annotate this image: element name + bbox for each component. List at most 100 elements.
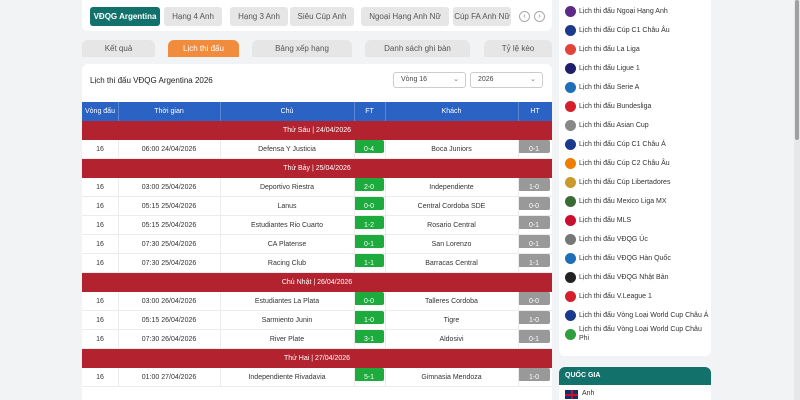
- sidebar-item-label: Lịch thi đấu Asian Cup: [579, 122, 649, 129]
- sidebar-item[interactable]: Lịch thi đấu MLS: [559, 211, 711, 230]
- ft-score-badge[interactable]: 0-1: [354, 235, 384, 248]
- cell-divider: [518, 178, 519, 197]
- sidebar-item[interactable]: Lịch thi đấu La Liga: [559, 40, 711, 59]
- match-row[interactable]: 16 07:30 26/04/2026 River Plate 3-1 Aldosivi…: [82, 330, 552, 349]
- league-tab[interactable]: Cúp FA Anh Nữ: [453, 7, 511, 26]
- league-sidebar: Lịch thi đấu Ngoại Hạng Anh Lịch thi đấu …: [559, 0, 711, 356]
- home-team[interactable]: Deportivo Riestra: [259, 184, 315, 191]
- ft-score-badge[interactable]: 2-0: [354, 178, 384, 191]
- sidebar-item[interactable]: Lịch thi đấu Cúp C1 Châu Á: [559, 135, 711, 154]
- away-team[interactable]: Central Cordoba SDE: [417, 203, 486, 210]
- home-team[interactable]: River Plate: [269, 336, 305, 343]
- ft-score-badge[interactable]: 1-0: [354, 311, 384, 324]
- sidebar-item[interactable]: Lịch thi đấu Vòng Loại World Cup Châu Ph…: [559, 325, 711, 345]
- ft-score-badge[interactable]: 1-2: [354, 216, 384, 229]
- away-team[interactable]: Independiente: [429, 184, 474, 191]
- time-cell: 07:30 26/04/2026: [141, 336, 197, 343]
- round-cell: 16: [96, 260, 104, 267]
- home-team[interactable]: Defensa Y Justicia: [258, 146, 316, 153]
- league-tab[interactable]: Siêu Cúp Anh: [290, 7, 354, 26]
- cell-divider: [518, 330, 519, 349]
- away-team[interactable]: Aldosivi: [439, 336, 464, 343]
- section-tab[interactable]: Tỷ lệ kèo: [484, 40, 552, 57]
- sidebar-item[interactable]: Lịch thi đấu VĐQG Hàn Quốc: [559, 249, 711, 268]
- away-team[interactable]: Tigre: [443, 317, 460, 324]
- away-team[interactable]: Barracas Central: [425, 260, 478, 267]
- sidebar-item[interactable]: Lịch thi đấu Ligue 1: [559, 59, 711, 78]
- cell-divider: [385, 254, 386, 273]
- home-team[interactable]: Sarmiento Junin: [261, 317, 313, 324]
- laliga-icon: [565, 44, 576, 55]
- year-select[interactable]: 2026 ⌄: [470, 72, 543, 88]
- sidebar-item[interactable]: Lịch thi đấu Cúp C1 Châu Âu: [559, 21, 711, 40]
- round-cell: 16: [96, 222, 104, 229]
- sidebar-item[interactable]: Lịch thi đấu Cúp Libertadores: [559, 173, 711, 192]
- away-team[interactable]: Gimnasia Mendoza: [421, 374, 482, 381]
- libertadores-icon: [565, 177, 576, 188]
- sidebar-item[interactable]: Lịch thi đấu Ngoại Hạng Anh: [559, 2, 711, 21]
- cell-divider: [354, 311, 355, 330]
- match-row[interactable]: 16 05:15 25/04/2026 Estudiantes Rio Cuarto…: [82, 216, 552, 235]
- section-tab[interactable]: Danh sách ghi bàn: [365, 40, 470, 57]
- league-tab[interactable]: Ngoại Hạng Anh Nữ: [361, 7, 449, 26]
- chevron-right-icon[interactable]: ›: [534, 11, 545, 22]
- time-cell: 07:30 25/04/2026: [141, 241, 197, 248]
- j-league-icon: [565, 272, 576, 283]
- home-team[interactable]: CA Platense: [267, 241, 307, 248]
- match-row[interactable]: 16 01:00 27/04/2026 Independiente Rivadavi…: [82, 368, 552, 387]
- ht-score-badge: 1-0: [518, 311, 550, 324]
- ft-score-badge[interactable]: 1-1: [354, 254, 384, 267]
- sidebar-item[interactable]: Lịch thi đấu Cúp C2 Châu Âu: [559, 154, 711, 173]
- sidebar-item[interactable]: Lịch thi đấu Serie A: [559, 78, 711, 97]
- sidebar-item[interactable]: Lịch thi đấu Vòng Loại World Cup Châu Á: [559, 306, 711, 325]
- chevron-left-icon[interactable]: ‹: [519, 11, 530, 22]
- time-cell: 05:15 26/04/2026: [141, 317, 197, 324]
- sidebar-item[interactable]: Lịch thi đấu VĐQG Nhật Bản: [559, 268, 711, 287]
- league-tab[interactable]: Hạng 4 Anh: [164, 7, 222, 26]
- year-select-value: 2026: [478, 76, 494, 83]
- section-tab[interactable]: Kết quả: [82, 40, 155, 57]
- away-team[interactable]: Rosario Central: [427, 222, 476, 229]
- match-row[interactable]: 16 06:00 24/04/2026 Defensa Y Justicia 0-4 B…: [82, 140, 552, 159]
- sidebar-item[interactable]: Lịch thi đấu Asian Cup: [559, 116, 711, 135]
- country-item-england[interactable]: Anh: [565, 390, 594, 399]
- away-team[interactable]: Talleres Cordoba: [425, 298, 478, 305]
- match-row[interactable]: 16 05:15 25/04/2026 Lanus 0-0 Central Cordob…: [82, 197, 552, 216]
- home-team[interactable]: Racing Club: [267, 260, 307, 267]
- ht-score-badge: 0-1: [518, 330, 550, 343]
- match-row[interactable]: 16 07:30 25/04/2026 Racing Club 1-1 Barracas…: [82, 254, 552, 273]
- ft-score-badge[interactable]: 0-0: [354, 197, 384, 210]
- ft-score-badge[interactable]: 5-1: [354, 368, 384, 381]
- away-team[interactable]: Boca Juniors: [431, 146, 472, 153]
- page-scrollbar[interactable]: [794, 0, 800, 400]
- match-row[interactable]: 16 07:30 25/04/2026 CA Platense 0-1 San Lore…: [82, 235, 552, 254]
- home-team[interactable]: Independiente Rivadavia: [248, 374, 326, 381]
- time-cell: 01:00 27/04/2026: [141, 374, 197, 381]
- sidebar-item[interactable]: Lịch thi đấu VĐQG Úc: [559, 230, 711, 249]
- home-team[interactable]: Estudiantes La Plata: [254, 298, 320, 305]
- cell-divider: [518, 216, 519, 235]
- home-team[interactable]: Lanus: [277, 203, 297, 210]
- round-select[interactable]: Vòng 16 ⌄: [393, 72, 466, 88]
- section-tab[interactable]: Bảng xếp hạng: [252, 40, 352, 57]
- sidebar-item[interactable]: Lịch thi đấu V.League 1: [559, 287, 711, 306]
- match-row[interactable]: 16 05:15 26/04/2026 Sarmiento Junin 1-0 Tigr…: [82, 311, 552, 330]
- match-row[interactable]: 16 03:00 26/04/2026 Estudiantes La Plata 0-…: [82, 292, 552, 311]
- ft-score-badge[interactable]: 0-4: [354, 140, 384, 153]
- mls-icon: [565, 215, 576, 226]
- sidebar-item-label: Lịch thi đấu Cúp Libertadores: [579, 179, 671, 186]
- section-tab[interactable]: Lịch thi đấu: [168, 40, 239, 57]
- ft-score-badge[interactable]: 0-0: [354, 292, 384, 305]
- sidebar-item-label: Lịch thi đấu Cúp C1 Châu Âu: [579, 27, 670, 34]
- page-scrollbar-thumb[interactable]: [795, 0, 799, 140]
- sidebar-item[interactable]: Lịch thi đấu Bundesliga: [559, 97, 711, 116]
- country-heading: QUỐC GIA: [559, 367, 711, 385]
- match-row[interactable]: 16 03:00 25/04/2026 Deportivo Riestra 2-0 In…: [82, 178, 552, 197]
- date-row: Thứ Bảy | 25/04/2026: [82, 159, 552, 178]
- league-tab[interactable]: Hạng 3 Anh: [230, 7, 288, 26]
- away-team[interactable]: San Lorenzo: [431, 241, 472, 248]
- ft-score-badge[interactable]: 3-1: [354, 330, 384, 343]
- sidebar-item[interactable]: Lịch thi đấu Mexico Liga MX: [559, 192, 711, 211]
- home-team[interactable]: Estudiantes Rio Cuarto: [251, 222, 323, 229]
- league-tab[interactable]: VĐQG Argentina: [90, 7, 160, 26]
